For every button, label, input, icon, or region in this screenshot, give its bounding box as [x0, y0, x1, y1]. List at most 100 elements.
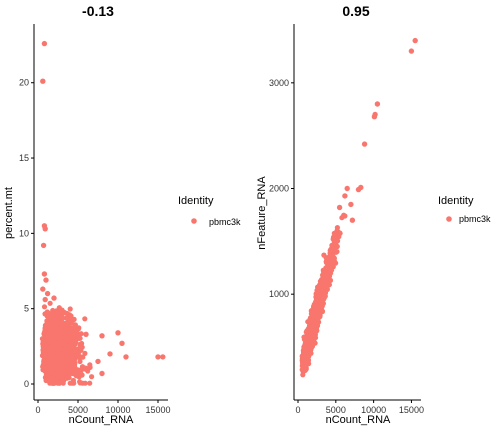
data-point	[82, 350, 88, 356]
data-point	[60, 341, 66, 347]
data-point	[42, 296, 48, 303]
panel-1-points	[39, 40, 166, 386]
data-point	[314, 294, 320, 300]
panel-1-legend-label: pbmc3k	[209, 217, 241, 227]
x-tick-label: 10000	[361, 405, 386, 415]
data-point	[320, 283, 326, 289]
data-point	[60, 329, 66, 335]
data-point	[329, 242, 335, 248]
data-point	[47, 339, 53, 345]
data-point	[412, 37, 418, 44]
data-point	[304, 329, 310, 335]
data-point	[334, 225, 340, 231]
data-point	[349, 217, 356, 223]
panel-2-x-label: nCount_RNA	[326, 414, 391, 426]
data-point	[49, 319, 55, 325]
x-tick-label: 15000	[145, 405, 170, 415]
data-point	[99, 333, 105, 339]
panel-nfeature: 0.95 0 5000 10000 15000 1000 2000 3000 nCount…	[256, 3, 491, 426]
panel-2-y-label: nFeature_RNA	[256, 176, 268, 250]
data-point	[326, 275, 332, 281]
data-point	[55, 368, 61, 374]
panel-2-legend-key	[446, 216, 452, 222]
data-point	[332, 247, 338, 253]
panel-1-legend: Identity pbmc3k	[178, 195, 241, 227]
data-point	[41, 40, 48, 47]
y-tick-label: 5	[24, 304, 29, 314]
data-point	[51, 295, 57, 301]
data-point	[82, 365, 88, 371]
y-tick-label: 0	[24, 379, 29, 389]
panel-1-x-ticks: 0 5000 10000 15000	[35, 400, 171, 415]
panel-2-y-ticks: 1000 2000 3000	[269, 78, 294, 299]
data-point	[75, 353, 81, 360]
data-point	[70, 367, 77, 373]
panel-1-y-ticks: 0 5 10 15 20	[19, 78, 34, 389]
data-point	[73, 373, 79, 379]
data-point	[336, 234, 342, 240]
data-point	[40, 286, 46, 292]
y-tick-label: 3000	[269, 78, 289, 88]
data-point	[42, 226, 48, 232]
data-point	[67, 306, 73, 312]
data-point	[325, 265, 331, 271]
data-point	[336, 204, 343, 211]
x-tick-label: 5000	[326, 405, 346, 415]
data-point	[107, 351, 113, 357]
data-point	[316, 306, 323, 312]
data-point	[51, 371, 57, 377]
data-point	[40, 364, 46, 370]
data-point	[70, 377, 76, 384]
x-tick-label: 0	[35, 405, 40, 415]
data-point	[123, 354, 129, 360]
data-point	[59, 319, 65, 326]
data-point	[75, 331, 81, 337]
data-point	[115, 330, 121, 336]
data-point	[44, 290, 51, 297]
data-point	[311, 330, 317, 337]
data-point	[371, 114, 378, 120]
data-point	[54, 361, 61, 367]
panel-2-title: 0.95	[342, 3, 369, 19]
data-point	[374, 101, 381, 107]
data-point	[78, 344, 84, 350]
data-point	[355, 186, 362, 193]
data-point	[40, 242, 47, 249]
data-point	[64, 354, 70, 360]
x-tick-label: 15000	[399, 405, 424, 415]
data-point	[76, 325, 82, 331]
data-point	[63, 333, 69, 339]
data-point	[328, 267, 335, 273]
data-point	[53, 340, 59, 346]
panel-2-legend: Identity pbmc3k	[438, 195, 491, 224]
x-tick-label: 0	[295, 405, 300, 415]
data-point	[45, 313, 51, 319]
panel-2-legend-label: pbmc3k	[459, 214, 491, 224]
data-point	[307, 339, 313, 345]
panel-2-legend-title: Identity	[438, 195, 474, 207]
y-tick-label: 20	[19, 78, 29, 88]
data-point	[313, 310, 319, 316]
data-point	[307, 344, 313, 350]
panel-1-legend-key	[191, 218, 197, 224]
data-point	[50, 346, 57, 352]
data-point	[307, 319, 313, 325]
data-point	[60, 356, 66, 362]
data-point	[50, 364, 57, 370]
data-point	[326, 281, 332, 287]
data-point	[303, 350, 309, 356]
data-point	[348, 201, 354, 208]
data-point	[331, 255, 337, 261]
data-point	[99, 370, 105, 377]
data-point	[47, 300, 53, 306]
data-point	[68, 315, 74, 321]
panel-1-y-label: percent.mt	[3, 187, 15, 239]
data-point	[82, 316, 88, 322]
data-point	[87, 364, 93, 371]
x-tick-label: 10000	[105, 405, 130, 415]
data-point	[77, 358, 83, 365]
panel-1-title: -0.13	[82, 3, 114, 19]
data-point	[53, 314, 59, 320]
y-tick-label: 10	[19, 228, 29, 238]
